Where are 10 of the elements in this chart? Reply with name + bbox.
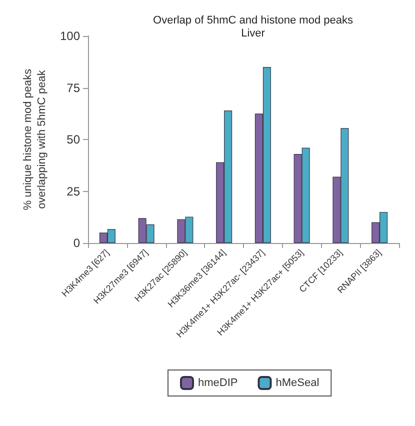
y-axis-title: % unique histone mod peaks overlapping with 5hmC peak (22, 68, 48, 210)
legend-label: hMeSeal (276, 377, 320, 389)
y-tick-label: 25 (66, 184, 80, 198)
legend-label: hmeDIP (198, 377, 238, 389)
y-tick-label: 75 (66, 80, 80, 95)
chart-title: Overlap of 5hmC and histone mod peaks (153, 14, 354, 26)
chart-subtitle: Liver (241, 28, 266, 40)
y-tick-label: 100 (60, 29, 80, 43)
y-tick-label: 0 (73, 236, 80, 250)
y-tick-label: 50 (66, 132, 80, 146)
